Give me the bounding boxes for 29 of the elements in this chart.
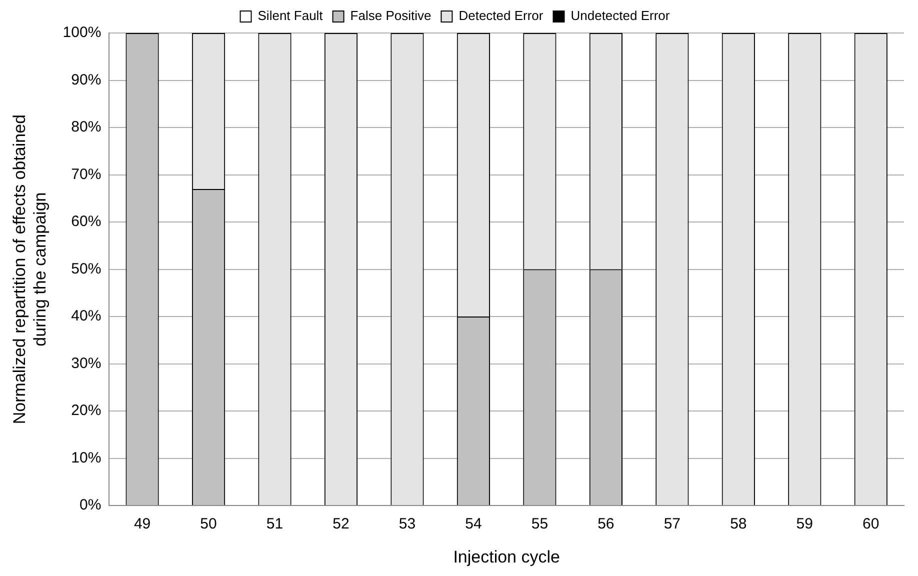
y-tick-label: 90% [71,71,102,88]
x-tick-label: 59 [796,516,813,533]
x-tick-label: 60 [862,516,880,533]
x-tick-label: 55 [531,516,548,533]
y-tick-label: 100% [62,24,102,42]
y-tick-label: 30% [71,354,102,372]
x-tick-label: 50 [200,516,217,533]
y-tick-label: 0% [79,496,102,514]
legend-label: Detected Error [458,8,544,24]
legend-label: False Positive [350,8,432,24]
x-tick-label: 53 [398,516,416,533]
y-tick-label: 40% [71,308,102,325]
x-tick-label: 51 [266,516,284,533]
x-tick-label: 52 [332,516,350,533]
legend-label: Undetected Error [570,8,670,24]
x-tick-label: 56 [598,516,614,533]
y-tick-label: 50% [71,260,102,278]
y-tick-label: 20% [71,402,102,420]
x-tick-label: 58 [730,516,747,533]
x-tick-label: 54 [465,516,482,533]
y-tick-label: 80% [71,118,102,136]
y-tick-label: 60% [71,213,102,230]
y-axis-title: Normalized repartition of effects obtained during the campaign [10,114,50,424]
x-axis-title: Injection cycle [453,547,560,566]
y-tick-label: 10% [71,449,102,466]
legend-label: Silent Fault [258,8,324,24]
y-tick-label: 70% [71,166,102,183]
x-tick-label: 49 [134,516,151,533]
x-tick-label: 57 [664,516,681,533]
